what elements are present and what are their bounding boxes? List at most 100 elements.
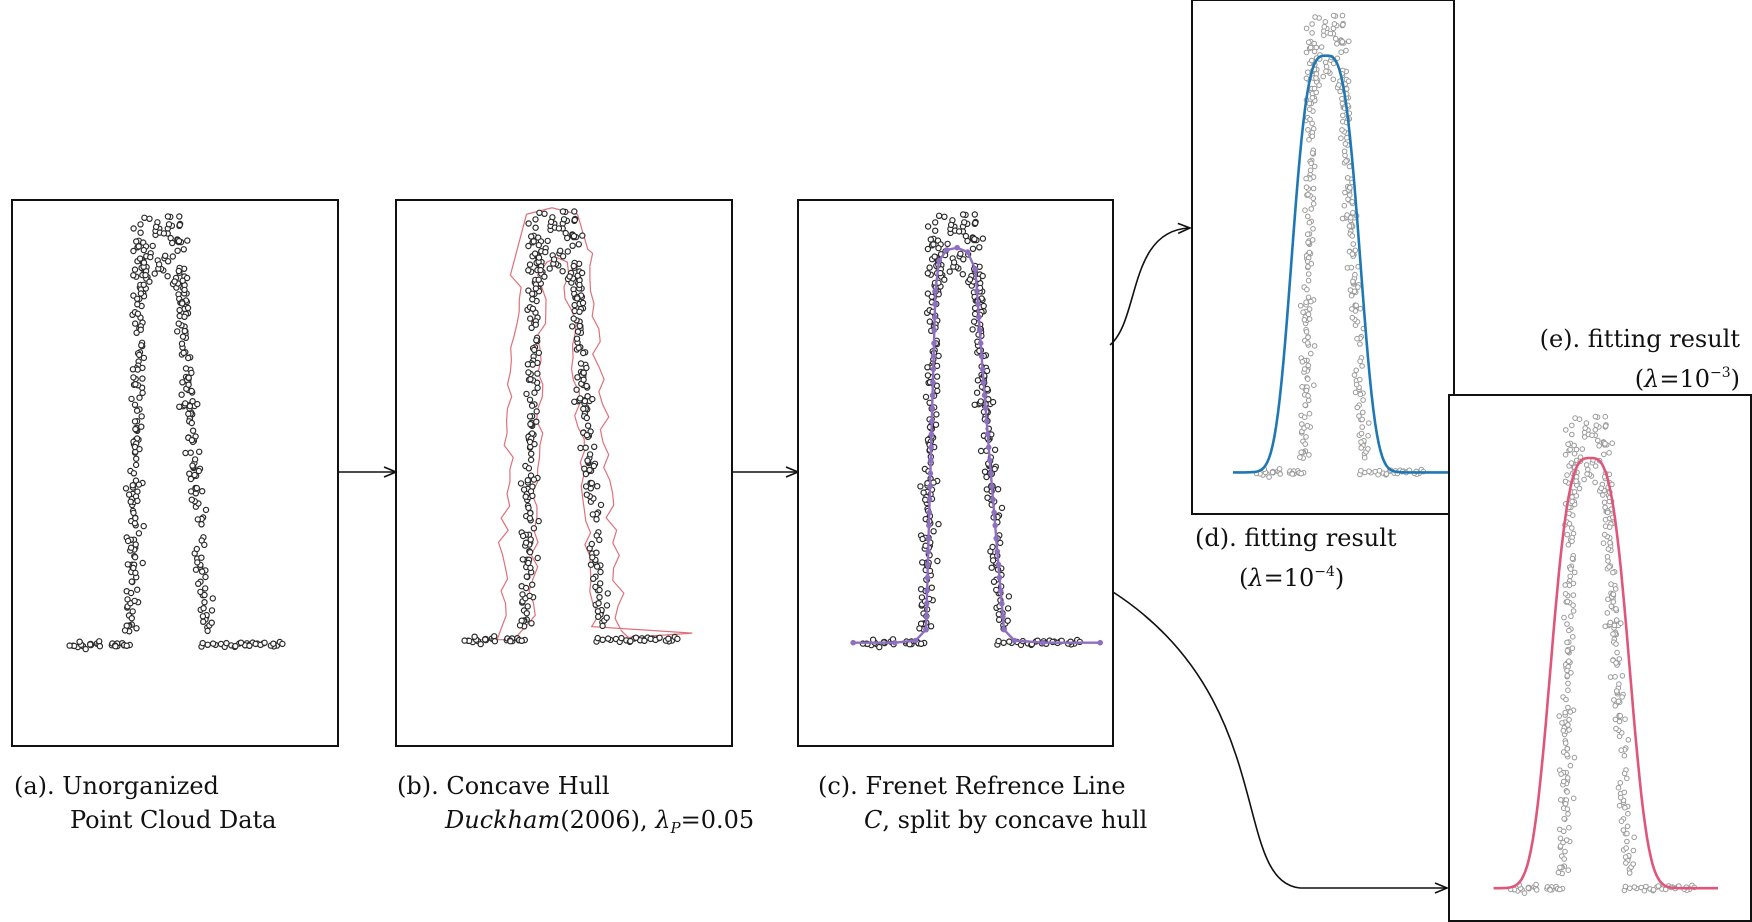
scatter-point <box>525 220 532 227</box>
scatter-point <box>527 509 534 517</box>
scatter-point <box>136 445 143 453</box>
scatter-point <box>557 247 564 254</box>
scatter-point <box>183 274 191 282</box>
scatter-point <box>136 394 143 401</box>
scatter-point <box>1601 499 1608 506</box>
scatter-point <box>137 326 144 333</box>
scatter-point <box>627 637 634 645</box>
scatter-point <box>517 480 525 487</box>
scatter-point <box>991 446 999 453</box>
scatter-point <box>149 242 156 250</box>
scatter-point <box>535 241 543 249</box>
scatter-point <box>1357 305 1364 312</box>
scatter-point <box>1561 614 1567 621</box>
caption-b-line1: (b). Concave Hull <box>397 772 610 800</box>
scatter-point <box>137 290 145 297</box>
scatter-point <box>581 397 589 405</box>
scatter-point <box>569 323 576 330</box>
caption-e-line1: (e). fitting result <box>1539 325 1740 353</box>
scatter-point <box>589 395 596 403</box>
scatter-point <box>1005 593 1013 600</box>
scatter-point <box>132 238 140 245</box>
scatter-point <box>1331 21 1338 27</box>
scatter-point <box>1356 413 1362 419</box>
scatter-point <box>1567 573 1573 580</box>
scatter-point <box>133 407 141 414</box>
scatter-point <box>135 351 143 359</box>
scatter-point <box>934 387 941 395</box>
scatter-point <box>1562 801 1569 807</box>
scatter-point <box>1568 613 1574 620</box>
scatter-point <box>1618 818 1625 825</box>
scatter-point <box>571 301 578 309</box>
scatter-point <box>1308 57 1315 64</box>
scatter-point <box>523 610 531 617</box>
scatter-point <box>928 584 936 591</box>
scatter-point <box>582 470 590 478</box>
split-node <box>936 257 942 264</box>
scatter-point <box>1313 75 1319 81</box>
scatter-point <box>928 293 936 300</box>
scatter-point <box>1564 667 1570 674</box>
scatter-point <box>232 642 239 650</box>
scatter-point <box>994 486 1002 493</box>
scatter-point <box>995 637 1002 645</box>
scatter-point <box>147 253 154 261</box>
scatter-point <box>1562 478 1569 485</box>
split-node <box>926 496 933 503</box>
scatter-point <box>665 635 672 642</box>
scatter-point <box>934 557 941 565</box>
scatter-point <box>1569 525 1575 531</box>
scatter-point <box>1621 789 1628 796</box>
scatter-point <box>1581 476 1587 483</box>
scatter-point <box>1358 430 1365 437</box>
split-node <box>925 561 931 568</box>
scatter-point <box>1568 670 1574 676</box>
split-node <box>927 483 933 490</box>
split-node <box>923 626 929 633</box>
scatter-point <box>491 638 499 645</box>
scatter-point <box>198 554 205 561</box>
scatter-point <box>138 413 145 420</box>
scatter-point <box>580 369 587 376</box>
scatter-point <box>1569 645 1576 652</box>
scatter-point <box>584 457 591 464</box>
scatter-point <box>1604 509 1611 516</box>
scatter-point <box>1585 466 1591 473</box>
scatter-point <box>1602 623 1608 630</box>
scatter-point <box>1616 656 1623 662</box>
scatter-point <box>187 475 195 483</box>
scatter-point <box>1366 468 1372 475</box>
scatter-point <box>535 517 542 525</box>
scatter-point <box>1608 581 1614 587</box>
scatter-point <box>959 271 967 278</box>
scatter-point <box>1555 869 1562 876</box>
scatter-point <box>174 247 181 254</box>
scatter-point <box>1347 192 1353 198</box>
scatter-point <box>151 270 158 277</box>
scatter-point <box>1308 260 1315 267</box>
scatter-point <box>541 210 548 217</box>
scatter-point <box>201 599 208 606</box>
scatter-point <box>1564 598 1571 605</box>
scatter-point <box>1306 410 1313 417</box>
scatter-point <box>1330 12 1337 19</box>
scatter-point <box>525 559 532 567</box>
scatter-point <box>641 637 648 645</box>
scatter-point <box>519 591 526 598</box>
scatter-point <box>1309 133 1316 140</box>
scatter-point <box>575 344 582 352</box>
scatter-point <box>175 267 182 275</box>
scatter-point <box>1353 302 1359 309</box>
scatter-point <box>531 389 538 396</box>
scatter-point <box>1615 784 1622 791</box>
scatter-point <box>1348 264 1355 271</box>
scatter-point <box>1306 452 1312 458</box>
scatter-point <box>531 346 538 354</box>
scatter-point <box>1309 150 1316 156</box>
scatter-point <box>1606 524 1613 530</box>
scatter-point <box>171 278 178 285</box>
scatter-point <box>168 239 176 247</box>
scatter-point <box>1583 462 1590 468</box>
split-node <box>912 637 919 644</box>
